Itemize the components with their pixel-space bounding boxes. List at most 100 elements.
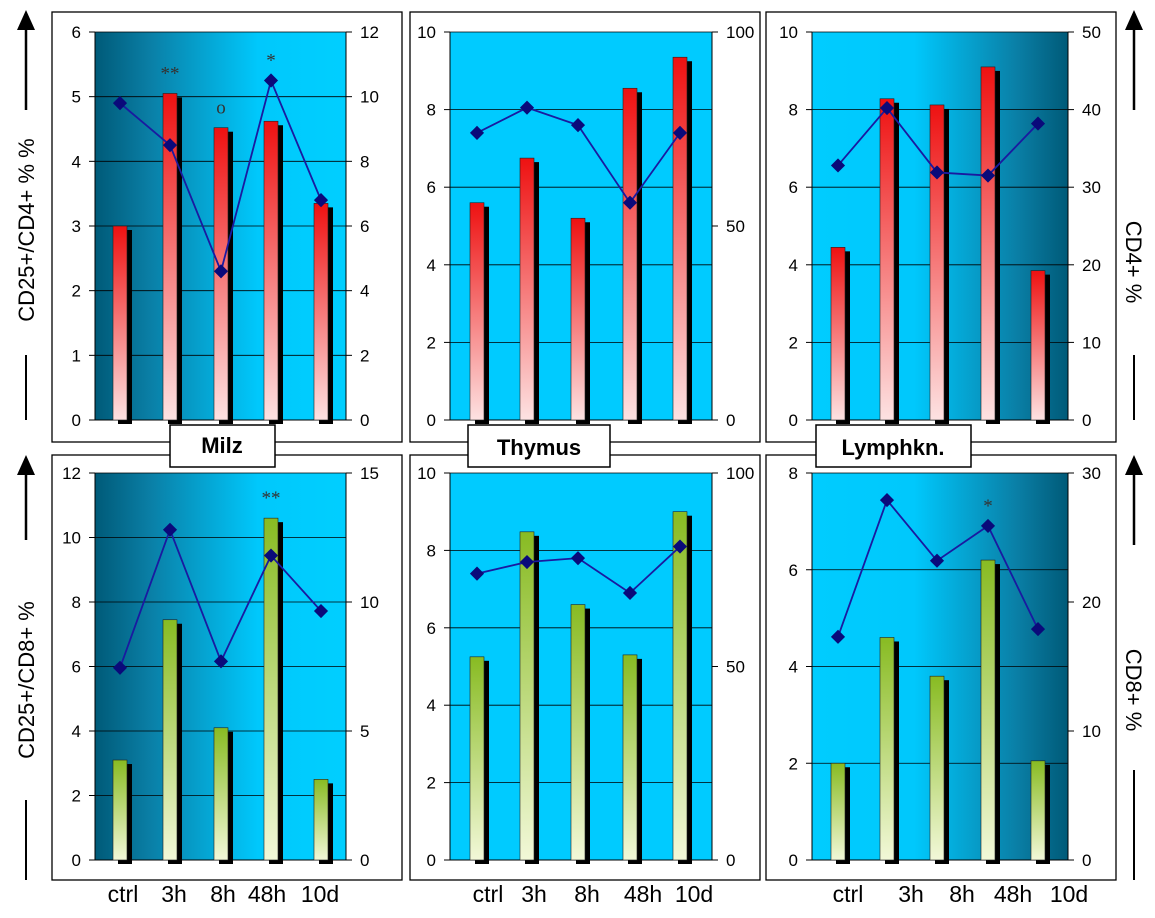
line-point: [112, 660, 128, 675]
bar: [1030, 760, 1046, 861]
line-point: [980, 518, 996, 533]
cat-label: ctrl: [833, 881, 864, 907]
organ-label-milz: Milz: [201, 433, 243, 458]
right-tick-label: 4: [360, 282, 369, 301]
left-tick-label: 1: [72, 346, 81, 365]
line-point: [519, 554, 535, 570]
right-tick-label: 0: [726, 851, 735, 870]
bar: [112, 225, 128, 421]
left-tick-label: 2: [789, 754, 798, 773]
bar: [570, 604, 586, 861]
right-tick-label: 10: [360, 88, 379, 107]
left-tick-label: 0: [72, 411, 81, 430]
chart-panel: 0 2 4 6 8 10 0 10 20 30 40 50: [765, 11, 1117, 443]
chart-panels: 0123456024681012**o*02468100501000246810…: [51, 11, 1117, 881]
organ-labels: Milz Thymus Lymphkn.: [169, 424, 972, 468]
line-point: [263, 73, 279, 88]
right-tick-label: 100: [726, 23, 754, 42]
line-point: [570, 118, 586, 133]
bar: [929, 104, 945, 421]
left-tick-label: 6: [789, 178, 798, 197]
left-tick-label: 10: [779, 23, 798, 42]
right-tick-label: 50: [726, 658, 745, 677]
right-tick-label: 0: [360, 851, 369, 870]
line-point: [213, 654, 229, 669]
left-tick-label: 4: [789, 256, 798, 275]
right-tick-label: 10: [1082, 333, 1101, 352]
left-tick-label: 2: [72, 282, 81, 301]
bar: [162, 93, 178, 421]
bar: [879, 637, 895, 861]
right-tick-label: 30: [1082, 178, 1101, 197]
line-point: [570, 551, 586, 566]
bar: [830, 247, 846, 421]
right-tick-label: 15: [360, 464, 379, 483]
left-tick-label: 0: [789, 851, 798, 870]
left-tick-label: 4: [427, 696, 436, 715]
line-point: [519, 100, 535, 115]
cat-label: 8h: [574, 881, 600, 907]
left-tick-label: 6: [427, 619, 436, 638]
right-tick-label: 20: [1082, 256, 1101, 275]
line-point: [213, 264, 229, 279]
chart-panel: 0 2 4 6 8 0 10 20 30 *: [765, 454, 1117, 881]
left-tick-label: 10: [417, 23, 436, 42]
left-axis-title-bottom: CD25+/CD8+ %: [14, 601, 39, 759]
line-point: [830, 629, 846, 644]
line-point: [263, 548, 279, 563]
chart-panel: 0 2 4 6 8 10 12 0 5 10 15 **: [51, 454, 403, 881]
left-tick-label: 10: [417, 464, 436, 483]
left-tick-label: 6: [427, 178, 436, 197]
bar: [213, 727, 229, 861]
bar: [980, 559, 996, 861]
left-tick-label: 8: [427, 541, 436, 560]
line-point: [879, 493, 895, 508]
line-point: [162, 522, 178, 537]
right-tick-label: 10: [360, 593, 379, 612]
line-point: [672, 539, 688, 554]
left-tick-label: 2: [72, 787, 81, 806]
cat-label: 48h: [624, 881, 662, 907]
left-tick-label: 2: [789, 333, 798, 352]
line-point: [879, 100, 895, 116]
bar: [469, 202, 485, 421]
bar: [1030, 270, 1046, 421]
bar: [929, 675, 945, 861]
left-tick-label: 4: [427, 256, 436, 275]
line-point: [929, 553, 945, 568]
left-tick-label: 0: [427, 851, 436, 870]
significance-label: o: [216, 98, 226, 119]
left-tick-label: 8: [789, 101, 798, 120]
right-tick-label: 50: [1082, 23, 1101, 42]
cat-label: 8h: [949, 881, 975, 907]
left-tick-label: 8: [72, 593, 81, 612]
left-tick-label: 4: [72, 722, 81, 741]
line-point: [622, 585, 638, 601]
line-point: [622, 195, 638, 210]
bar: [830, 762, 846, 861]
left-tick-label: 0: [789, 411, 798, 430]
category-labels: ctrl 3h 8h 48h 10d ctrl 3h 8h 48h 10d ct…: [108, 881, 1089, 907]
line-point: [1030, 622, 1046, 637]
right-axis-group: CD4+ % CD8+ %: [1121, 10, 1146, 880]
significance-label: **: [161, 63, 180, 84]
bar: [112, 759, 128, 861]
right-tick-label: 50: [726, 217, 745, 236]
line-point: [672, 125, 688, 140]
right-tick-label: 30: [1082, 464, 1101, 483]
bar: [313, 203, 329, 421]
organ-label-lymphkn: Lymphkn.: [841, 435, 944, 460]
right-tick-label: 100: [726, 464, 754, 483]
right-tick-label: 2: [360, 346, 369, 365]
right-tick-label: 40: [1082, 101, 1101, 120]
bar: [622, 654, 638, 861]
cat-label: 10d: [301, 881, 339, 907]
right-tick-label: 12: [360, 23, 379, 42]
organ-label-thymus: Thymus: [497, 435, 581, 460]
bar: [519, 157, 535, 421]
left-tick-label: 0: [72, 851, 81, 870]
bar: [162, 619, 178, 861]
line-point: [830, 158, 846, 173]
